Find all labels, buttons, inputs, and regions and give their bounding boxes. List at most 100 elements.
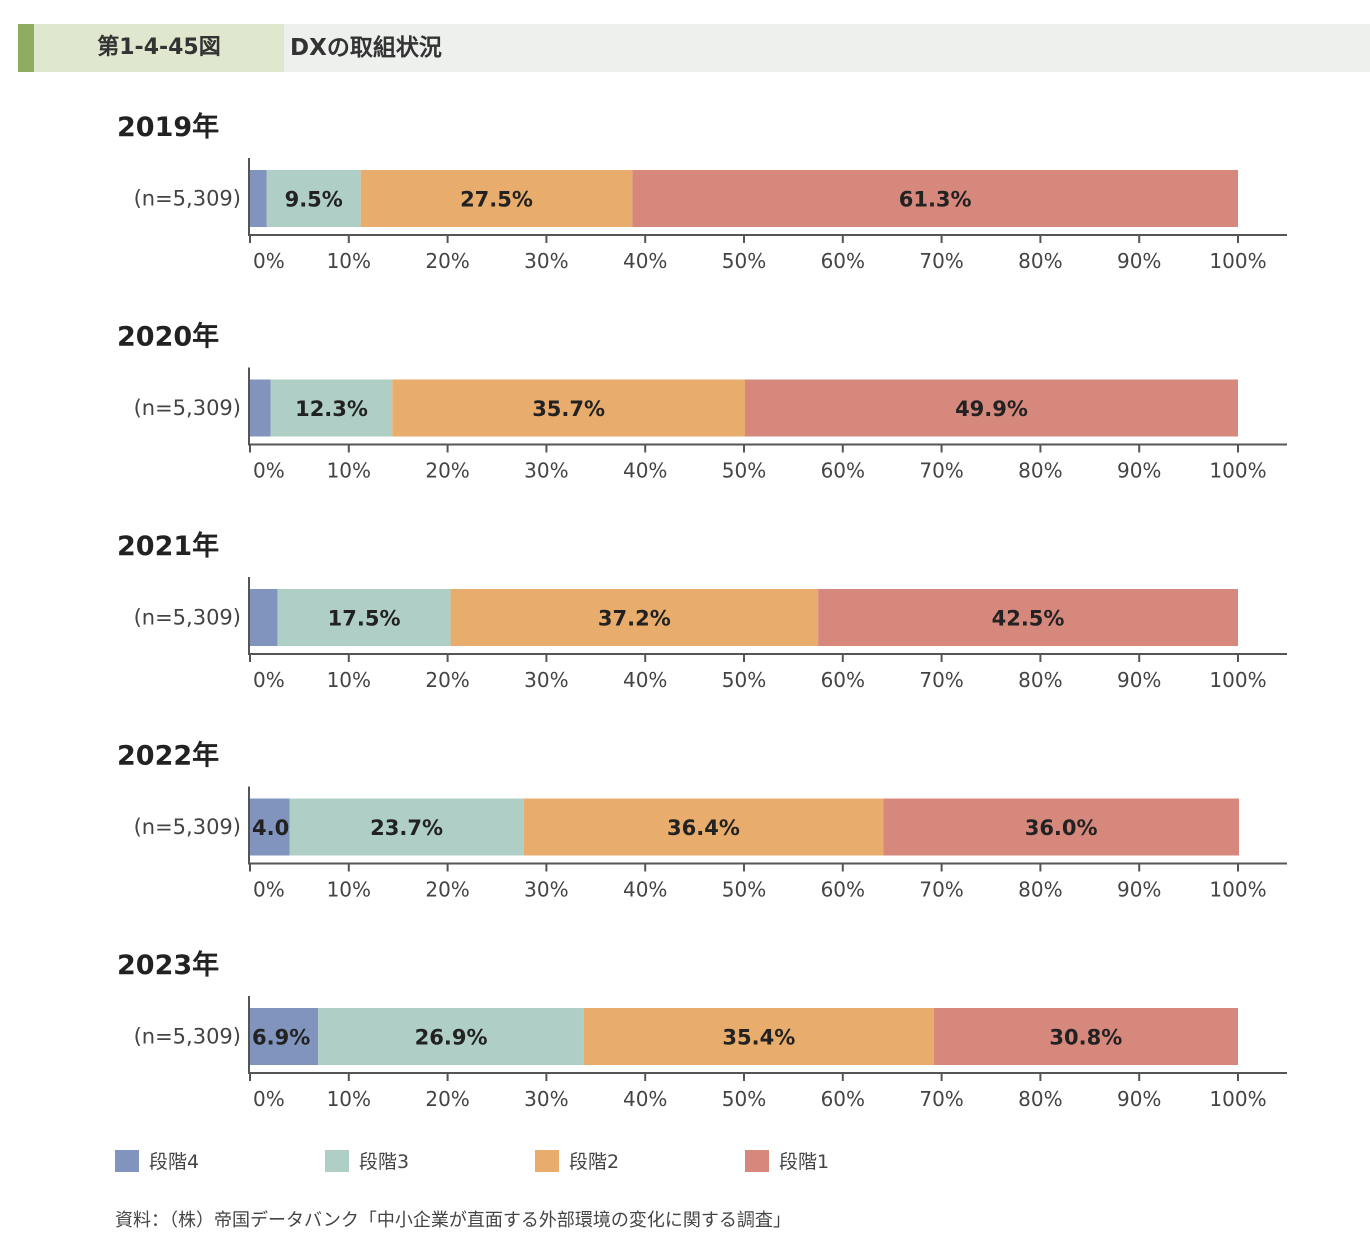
source-note: 資料：（株）帝国データバンク「中小企業が直面する外部環境の変化に関する調査」 — [115, 1210, 791, 1231]
data-label-stage1-2022: 36.0% — [1025, 816, 1098, 840]
x-tick-label: 10% — [327, 878, 371, 902]
x-tick-label: 60% — [821, 1087, 865, 1111]
x-tick-label: 10% — [327, 1087, 371, 1111]
x-tick-label: 30% — [524, 249, 568, 273]
data-label-stage3-2021: 17.5% — [328, 607, 401, 631]
x-tick-label: 50% — [722, 249, 766, 273]
year-label-2022: 2022年 — [117, 740, 219, 772]
x-tick-label: 60% — [821, 459, 865, 483]
x-tick-label: 30% — [524, 878, 568, 902]
bar-segment-stage1-2022 — [883, 798, 1239, 856]
legend-swatch-stage4 — [115, 1150, 139, 1172]
x-tick-label: 0% — [253, 878, 285, 902]
x-tick-label: 40% — [623, 878, 667, 902]
x-tick-label: 0% — [253, 668, 285, 692]
x-tick-label: 60% — [821, 878, 865, 902]
data-label-stage1-2023: 30.8% — [1049, 1026, 1122, 1050]
x-tick-label: 30% — [524, 668, 568, 692]
x-tick-label: 10% — [327, 249, 371, 273]
bar-segment-stage3-2019 — [266, 170, 361, 227]
year-label-2021: 2021年 — [117, 530, 219, 562]
x-tick-label: 90% — [1117, 249, 1161, 273]
chart-legend: 段階4 段階3 段階2 段階1 — [115, 1148, 1015, 1178]
bar-segment-stage4-2021 — [250, 589, 278, 646]
x-tick-label: 0% — [253, 1087, 285, 1111]
bar-segment-stage1-2021 — [818, 589, 1238, 646]
sample-size-label: (n=5,309) — [134, 1025, 241, 1049]
x-tick-label: 30% — [524, 459, 568, 483]
data-label-stage1-2020: 49.9% — [955, 397, 1028, 421]
x-tick-label: 20% — [425, 668, 469, 692]
legend-label-stage4: 段階4 — [149, 1151, 200, 1173]
x-tick-label: 90% — [1117, 459, 1161, 483]
x-tick-label: 20% — [425, 1087, 469, 1111]
bar-segment-stage2-2021 — [450, 589, 819, 646]
x-tick-label: 90% — [1117, 668, 1161, 692]
sample-size-label: (n=5,309) — [134, 187, 241, 211]
bar-segment-stage1-2023 — [933, 1008, 1238, 1065]
x-tick-label: 80% — [1018, 878, 1062, 902]
x-tick-label: 30% — [524, 1087, 568, 1111]
x-tick-label: 10% — [327, 668, 371, 692]
bar-segment-stage4-2022 — [250, 798, 290, 856]
x-tick-label: 70% — [919, 878, 963, 902]
x-tick-label: 90% — [1117, 1087, 1161, 1111]
x-tick-label: 80% — [1018, 249, 1062, 273]
legend-label-stage3: 段階3 — [359, 1151, 410, 1173]
data-label-stage3-2020: 12.3% — [295, 397, 368, 421]
bar-segment-stage3-2021 — [277, 589, 451, 646]
x-tick-label: 70% — [919, 668, 963, 692]
data-label-stage2-2020: 35.7% — [532, 397, 605, 421]
stacked-bar-chart: 2019年 (n=5,309) 9.5% 27.5% 61.3% 0% 10% 20% 30% 4… — [117, 111, 1287, 1111]
bar-segment-stage4-2023 — [250, 1008, 319, 1065]
year-label-2023: 2023年 — [117, 949, 219, 981]
x-tick-label: 0% — [253, 459, 285, 483]
x-tick-label: 20% — [425, 878, 469, 902]
data-label-stage3-2023: 26.9% — [415, 1026, 488, 1050]
x-tick-label: 60% — [821, 249, 865, 273]
x-tick-label: 80% — [1018, 668, 1062, 692]
x-tick-label: 50% — [722, 668, 766, 692]
x-tick-label: 90% — [1117, 878, 1161, 902]
legend-swatch-stage2 — [535, 1150, 559, 1172]
bar-segment-stage2-2020 — [392, 379, 745, 437]
x-tick-label: 60% — [821, 668, 865, 692]
x-tick-label: 100% — [1209, 1087, 1266, 1111]
x-tick-label: 80% — [1018, 459, 1062, 483]
year-label-2020: 2020年 — [117, 321, 219, 353]
legend-label-stage1: 段階1 — [779, 1151, 830, 1173]
bar-segment-stage1-2019 — [632, 170, 1238, 227]
x-tick-label: 50% — [722, 1087, 766, 1111]
x-tick-label: 40% — [623, 459, 667, 483]
legend-swatch-stage3 — [325, 1150, 349, 1172]
data-label-stage2-2019: 27.5% — [460, 188, 533, 212]
data-label-stage2-2022: 36.4% — [667, 816, 740, 840]
bar-segment-stage4-2020 — [250, 379, 271, 437]
bar-segment-stage4-2019 — [250, 170, 267, 227]
data-label-stage2-2021: 37.2% — [598, 607, 671, 631]
x-tick-label: 40% — [623, 249, 667, 273]
bar-segment-stage3-2023 — [318, 1008, 584, 1065]
data-label-stage2-2023: 35.4% — [722, 1026, 795, 1050]
sample-size-label: (n=5,309) — [134, 606, 241, 630]
figure-title: DXの取組状況 — [290, 35, 442, 61]
x-tick-label: 100% — [1209, 668, 1266, 692]
header-accent-bar — [18, 24, 34, 72]
figure-header: 第1-4-45図 DXの取組状況 — [18, 24, 1370, 72]
data-label-stage4-2023: 6.9% — [252, 1026, 310, 1050]
x-tick-label: 50% — [722, 878, 766, 902]
x-tick-label: 40% — [623, 1087, 667, 1111]
x-tick-label: 20% — [425, 459, 469, 483]
bar-segment-stage3-2020 — [270, 379, 393, 437]
x-tick-label: 100% — [1209, 878, 1266, 902]
x-tick-label: 70% — [919, 1087, 963, 1111]
data-label-stage1-2019: 61.3% — [899, 188, 972, 212]
bar-segment-stage3-2022 — [289, 798, 524, 856]
data-label-stage3-2022: 23.7% — [370, 816, 443, 840]
x-tick-label: 20% — [425, 249, 469, 273]
x-tick-label: 80% — [1018, 1087, 1062, 1111]
data-label-stage1-2021: 42.5% — [992, 607, 1065, 631]
bar-segment-stage2-2022 — [523, 798, 884, 856]
bar-segment-stage1-2020 — [744, 379, 1238, 437]
sample-size-label: (n=5,309) — [134, 396, 241, 420]
